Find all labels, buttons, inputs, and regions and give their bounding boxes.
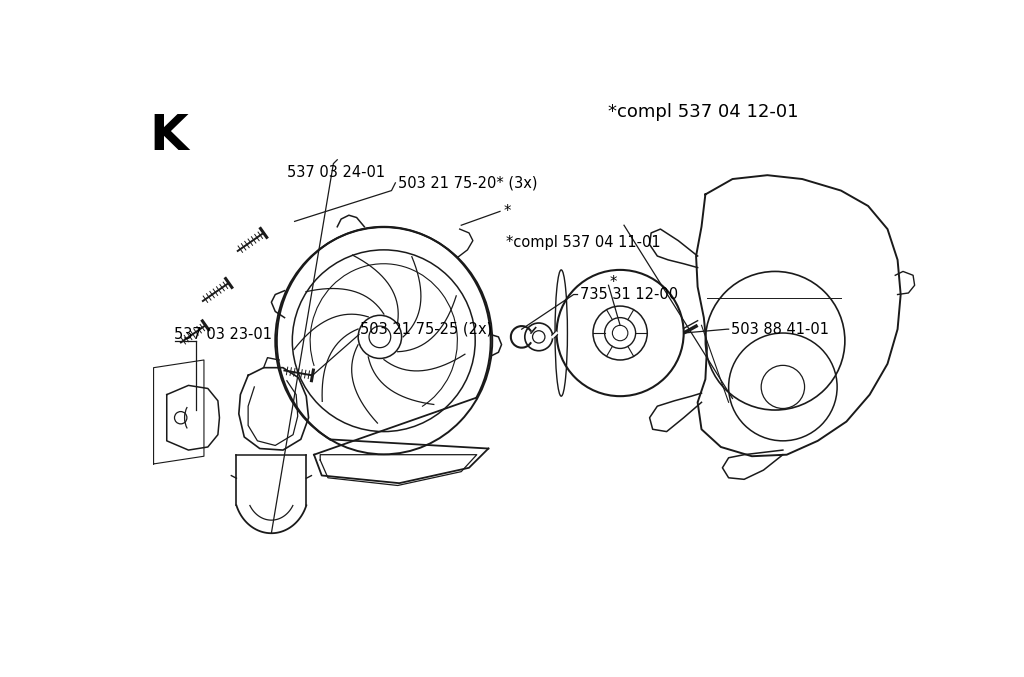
Text: *compl 537 04 11-01: *compl 537 04 11-01 xyxy=(506,235,660,250)
Text: 735 31 12-00: 735 31 12-00 xyxy=(580,287,678,302)
Text: *compl 537 04 12-01: *compl 537 04 12-01 xyxy=(608,103,799,121)
Text: 503 21 75-20* (3x): 503 21 75-20* (3x) xyxy=(397,175,538,190)
Text: 503 88 41-01: 503 88 41-01 xyxy=(731,322,829,336)
Text: *: * xyxy=(503,204,511,219)
Text: K: K xyxy=(150,112,188,160)
Text: 537 03 23-01: 537 03 23-01 xyxy=(174,327,272,343)
Text: *: * xyxy=(610,276,617,290)
Text: 537 03 24-01: 537 03 24-01 xyxy=(287,165,385,180)
Text: 503 21 75-25 (2x): 503 21 75-25 (2x) xyxy=(360,321,493,336)
